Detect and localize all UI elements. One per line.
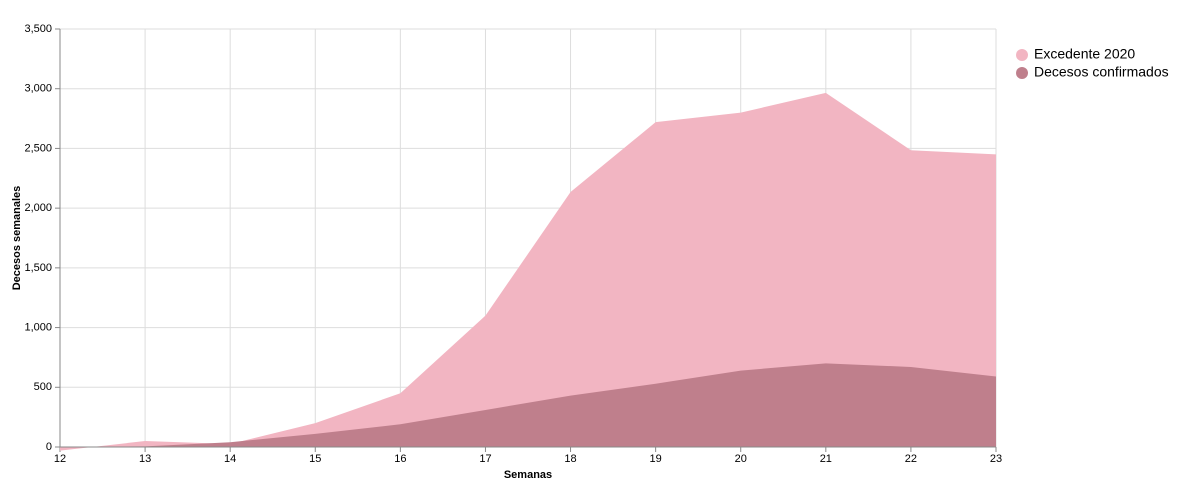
- y-tick-label: 0: [46, 441, 52, 453]
- x-tick-label: 22: [905, 453, 917, 465]
- legend-label: Decesos confirmados: [1034, 64, 1169, 80]
- x-tick-label: 15: [309, 453, 321, 465]
- x-tick-label: 16: [394, 453, 406, 465]
- x-tick-label: 18: [564, 453, 576, 465]
- x-tick-label: 17: [479, 453, 491, 465]
- x-tick-label: 14: [224, 453, 236, 465]
- x-tick-label: 13: [139, 453, 151, 465]
- y-tick-label: 3,500: [24, 23, 52, 35]
- x-tick-label: 20: [735, 453, 747, 465]
- y-tick-label: 3,000: [24, 83, 52, 95]
- x-tick-label: 12: [54, 453, 66, 465]
- legend-swatch: [1016, 49, 1028, 61]
- y-tick-label: 1,000: [24, 321, 52, 333]
- legend-label: Excedente 2020: [1034, 46, 1135, 62]
- y-tick-label: 2,500: [24, 142, 52, 154]
- y-tick-label: 500: [34, 381, 52, 393]
- x-axis-label: Semanas: [504, 469, 552, 481]
- area: [60, 363, 996, 447]
- legend-swatch: [1016, 67, 1028, 79]
- x-tick-label: 19: [650, 453, 662, 465]
- x-tick-label: 21: [820, 453, 832, 465]
- x-tick-label: 23: [990, 453, 1002, 465]
- y-tick-label: 2,000: [24, 202, 52, 214]
- y-tick-label: 1,500: [24, 262, 52, 274]
- legend: Excedente 2020 Decesos confirmados: [1016, 46, 1169, 80]
- y-axis-label: Decesos semanales: [11, 186, 23, 291]
- area: [60, 92, 996, 451]
